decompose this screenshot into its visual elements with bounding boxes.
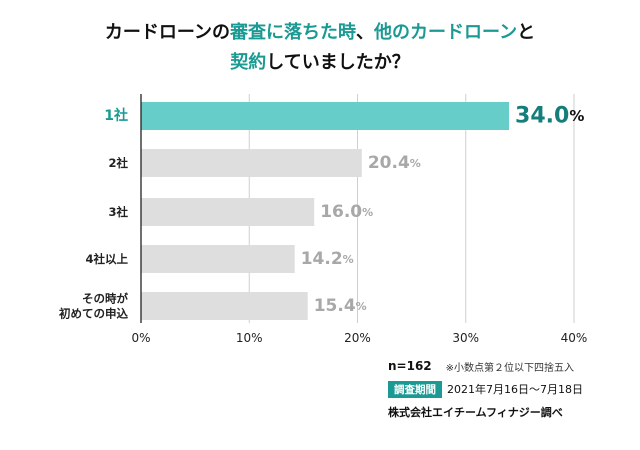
category-label-line: 1社 (104, 107, 128, 124)
category-label: 4社以上 (85, 252, 128, 266)
x-tick-label: 10% (236, 331, 263, 345)
value-unit: % (410, 157, 421, 170)
survey-source: 株式会社エイチームフィナジー調べ (388, 406, 563, 419)
survey-period: 2021年7月16日〜7月18日 (447, 383, 583, 396)
period-badge: 調査期間 (388, 380, 442, 398)
title-part: カードローンの (104, 22, 230, 43)
x-tick-label: 40% (561, 331, 588, 345)
x-tick-label: 0% (131, 331, 150, 345)
category-label: 3社 (108, 205, 128, 219)
chart-footer: n=162 ※小数点第２位以下四捨五入 調査期間 2021年7月16日〜7月18… (388, 356, 638, 425)
title-line-1: カードローンの審査に落ちた時、他のカードローンと (0, 18, 640, 48)
value-label: 20.4% (368, 153, 421, 173)
rounding-note: ※小数点第２位以下四捨五入 (445, 362, 575, 374)
category-label: その時が初めての申込 (59, 292, 128, 321)
source-row: 株式会社エイチームフィナジー調べ (388, 402, 638, 422)
x-tick-label: 20% (344, 331, 371, 345)
bar (141, 102, 510, 130)
category-label-line: 4社以上 (85, 252, 128, 266)
title-highlight: 契約 (230, 52, 267, 73)
value-label: 15.4% (314, 296, 367, 316)
sample-size: n=162 (388, 359, 432, 373)
title-highlight: 他のカードローン (374, 22, 518, 43)
value-label: 14.2% (301, 249, 354, 269)
category-label: 2社 (108, 156, 128, 170)
value-label: 16.0% (320, 202, 373, 222)
value-unit: % (362, 206, 373, 219)
bar (141, 198, 315, 226)
chart-title: カードローンの審査に落ちた時、他のカードローンと 契約していましたか？ (0, 18, 640, 78)
bar (141, 149, 362, 177)
value-label: 34.0% (515, 104, 584, 129)
title-part: と (517, 22, 536, 43)
value-unit: % (343, 253, 354, 266)
category-label-line: 初めての申込 (59, 307, 128, 321)
value-unit: % (356, 300, 367, 313)
title-part: 、 (356, 22, 374, 43)
category-label: 1社 (104, 107, 128, 124)
bar (141, 292, 308, 320)
period-row: 調査期間 2021年7月16日〜7月18日 (388, 379, 638, 399)
sample-row: n=162 ※小数点第２位以下四捨五入 (388, 356, 638, 376)
category-label-line: 2社 (108, 156, 128, 170)
x-tick-label: 30% (452, 331, 479, 345)
title-part: していましたか？ (266, 52, 410, 73)
category-label-line: その時が (82, 292, 128, 306)
bar-chart: 34.0% 1社 20.4% 2社 16.0% 3社 14.2% 4社以上 15.4% その時が初… (59, 94, 588, 345)
category-label-line: 3社 (108, 205, 128, 219)
value-unit: % (569, 107, 584, 125)
title-line-2: 契約していましたか？ (0, 48, 640, 78)
bar (141, 245, 295, 273)
title-highlight: 審査に落ちた時 (230, 22, 356, 43)
